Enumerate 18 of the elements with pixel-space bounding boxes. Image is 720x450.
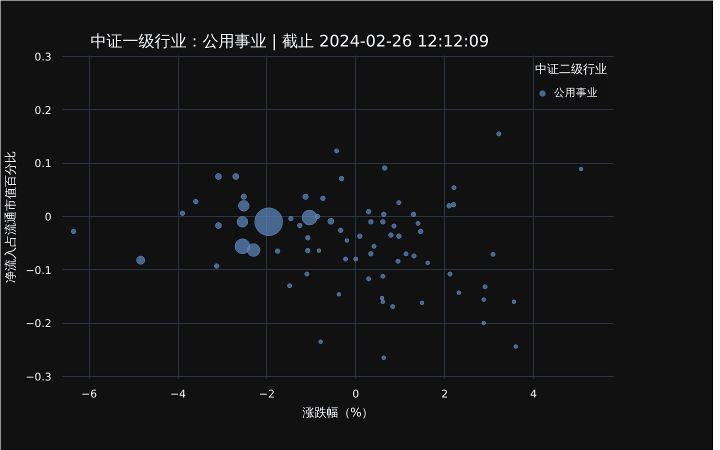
x-tick-label: −2 bbox=[259, 388, 275, 400]
x-axis-title: 涨跌幅（%） bbox=[302, 406, 374, 420]
y-axis-title: 净流入占流通市值百分比 bbox=[4, 151, 18, 283]
legend-title: 中证二级行业 bbox=[535, 61, 607, 78]
y-tick-label: −0.2 bbox=[26, 317, 52, 330]
y-tick-label: −0.3 bbox=[26, 370, 52, 384]
x-tick-label: 0 bbox=[352, 388, 360, 400]
y-tick-label: 0.3 bbox=[34, 50, 52, 64]
y-tick-label: 0.1 bbox=[34, 157, 52, 170]
x-tick-label: 2 bbox=[441, 388, 448, 400]
y-tick-label: 0.2 bbox=[34, 104, 52, 117]
y-tick-label: −0.1 bbox=[26, 264, 52, 277]
y-tick-label: 0 bbox=[44, 210, 52, 224]
chart-title: 中证一级行业：公用事业 | 截止 2024-02-26 12:12:09 bbox=[90, 32, 490, 50]
legend-label: 公用事业 bbox=[554, 86, 598, 100]
x-tick-label: −4 bbox=[170, 388, 186, 400]
x-tick-label: 4 bbox=[530, 388, 538, 400]
x-tick-label: −6 bbox=[81, 388, 98, 400]
